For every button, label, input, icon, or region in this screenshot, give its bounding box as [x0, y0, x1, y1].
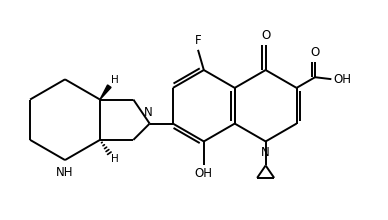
- Text: O: O: [261, 29, 270, 42]
- Text: O: O: [310, 46, 320, 59]
- Text: N: N: [261, 147, 270, 160]
- Text: NH: NH: [56, 166, 74, 179]
- Text: OH: OH: [195, 167, 213, 180]
- Text: H: H: [111, 154, 119, 164]
- Text: N: N: [144, 106, 153, 119]
- Text: OH: OH: [333, 73, 351, 86]
- Text: F: F: [195, 34, 201, 47]
- Polygon shape: [100, 85, 111, 99]
- Text: H: H: [111, 75, 119, 85]
